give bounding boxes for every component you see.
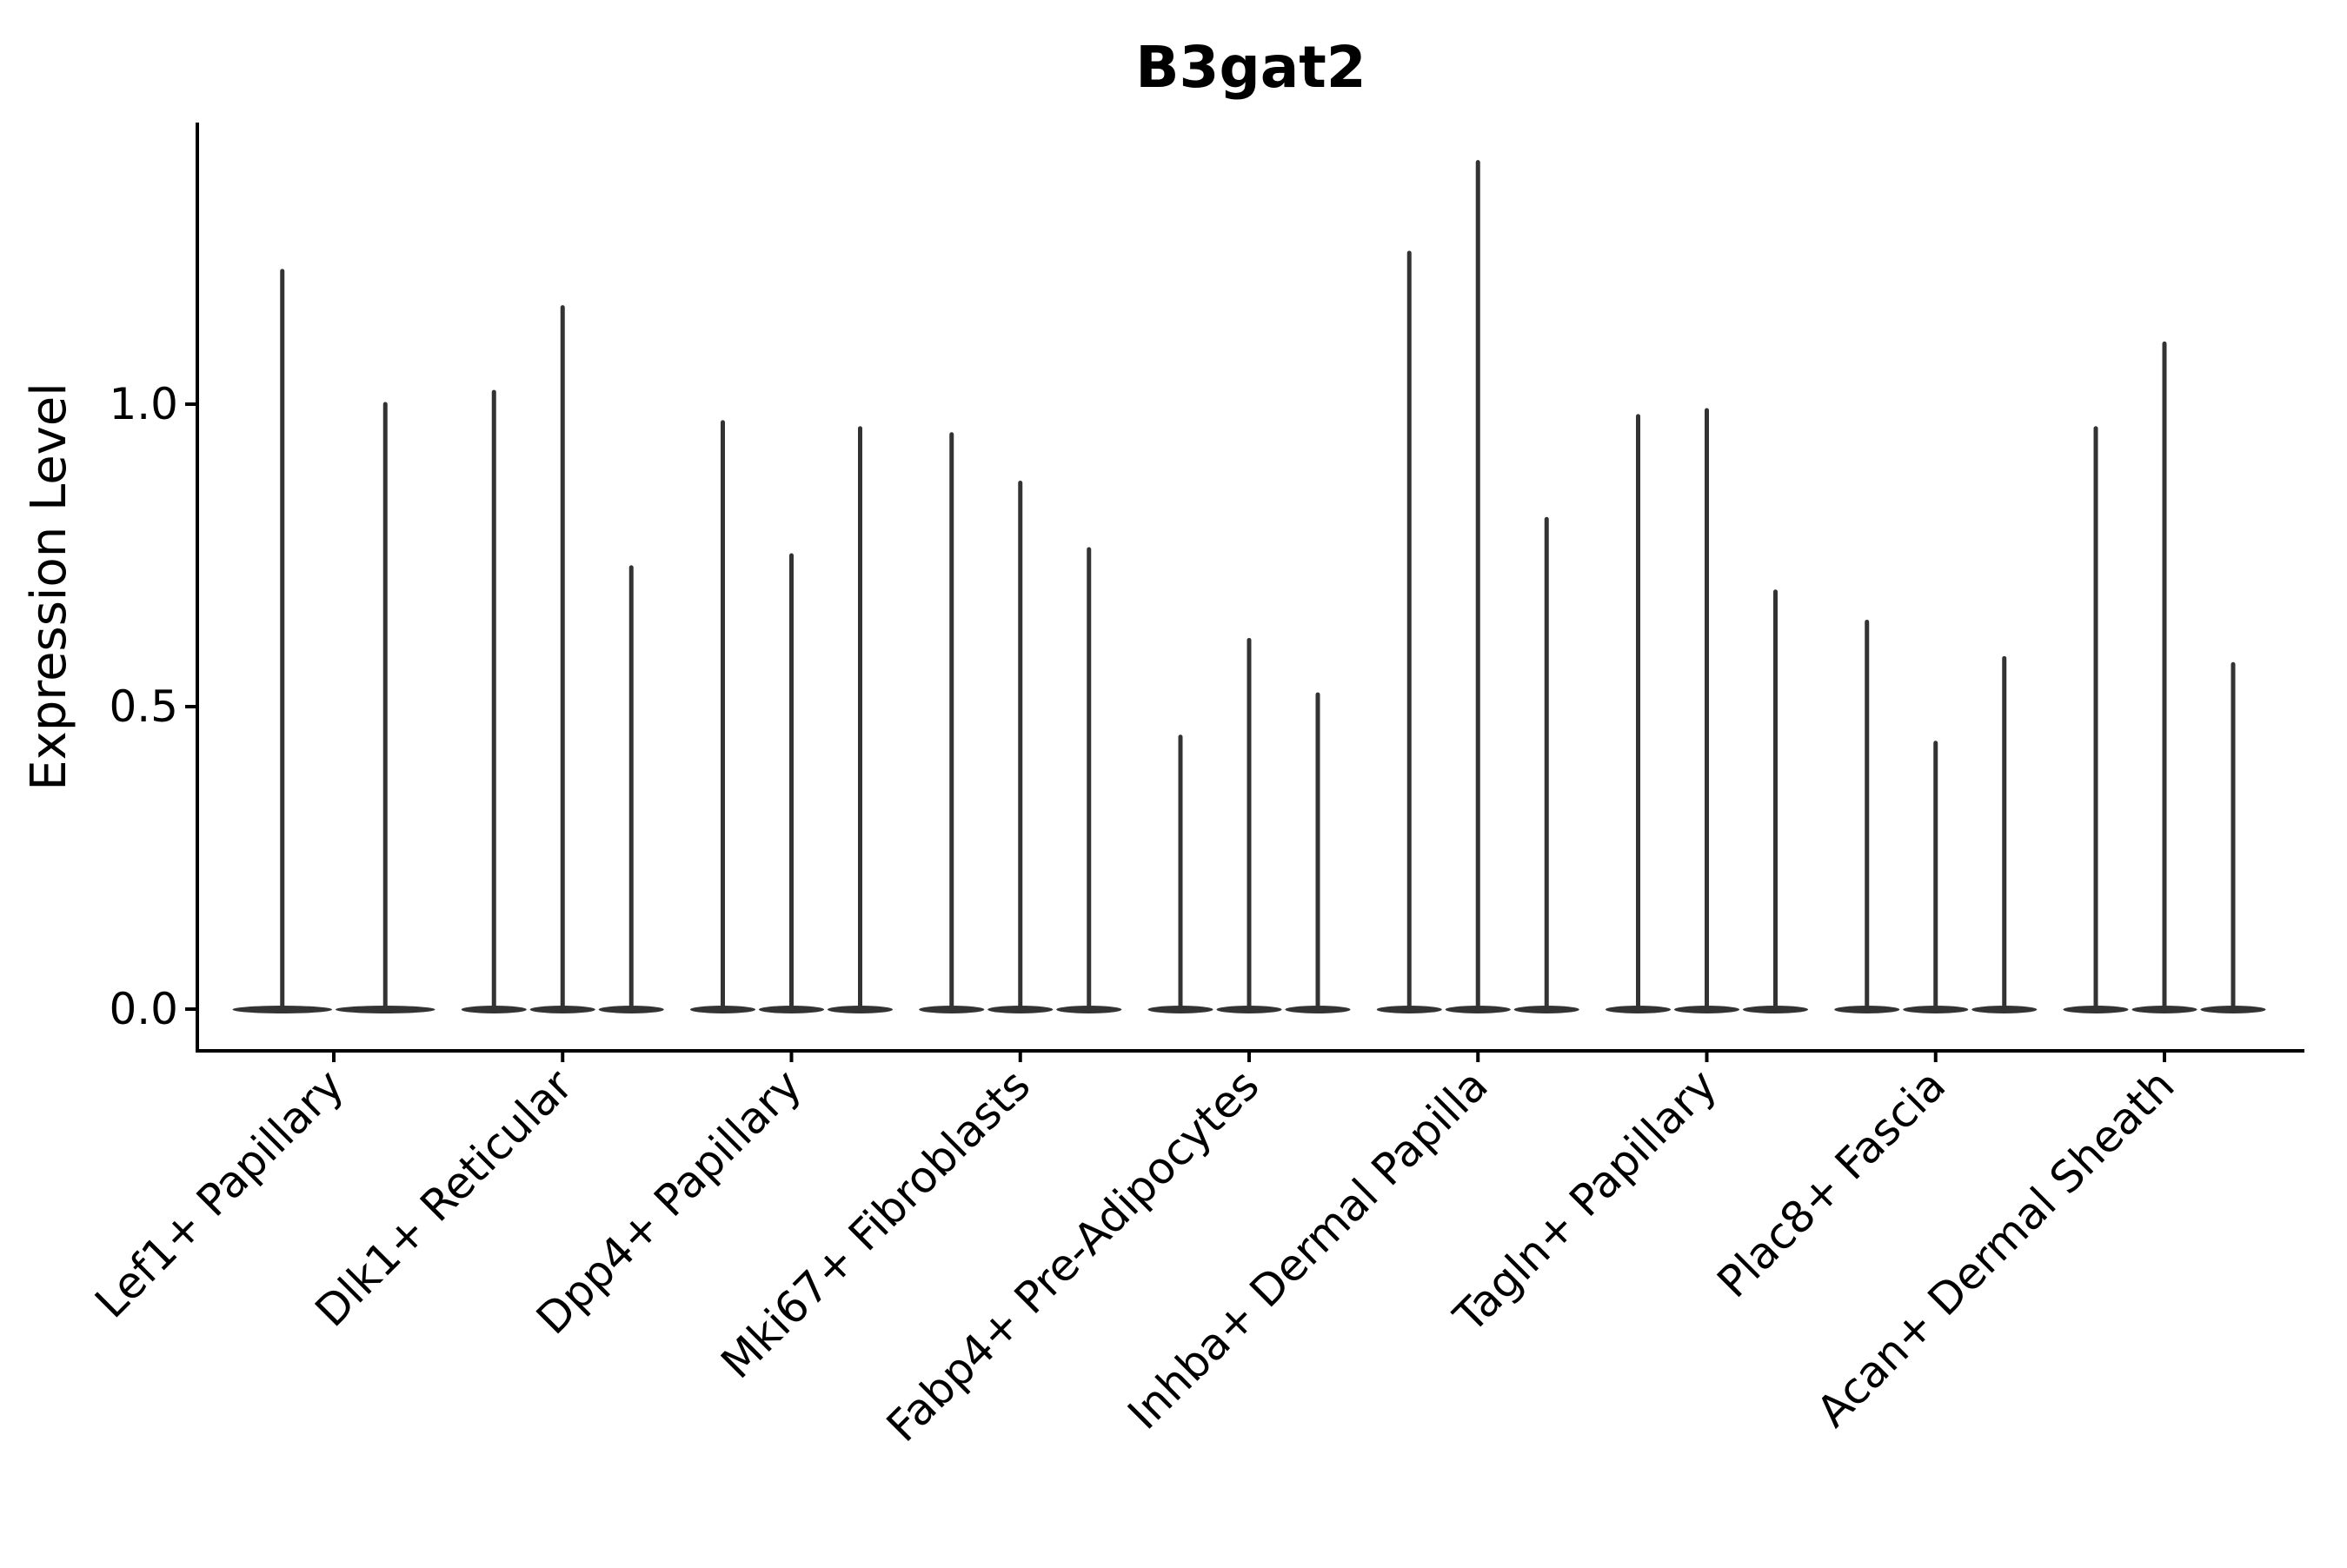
violin <box>1513 516 1579 1013</box>
violin <box>828 426 893 1013</box>
violin <box>232 269 332 1013</box>
violin <box>759 553 824 1013</box>
violin <box>461 389 527 1013</box>
violin <box>1445 160 1511 1013</box>
violin <box>690 420 755 1013</box>
y-axis-label: Expression Level <box>21 382 77 791</box>
violin <box>1376 250 1442 1013</box>
violin <box>529 305 595 1013</box>
violin <box>1903 741 1969 1013</box>
violin <box>1606 414 1671 1013</box>
violin <box>1216 637 1282 1013</box>
violin <box>336 402 435 1013</box>
y-tick-label: 0.5 <box>109 681 178 732</box>
chart-title: B3gat2 <box>1135 34 1366 101</box>
violin <box>1056 547 1122 1013</box>
x-tick-label: Lef1+ Papillary <box>85 1060 353 1327</box>
violin <box>598 565 664 1013</box>
violin <box>1674 408 1739 1013</box>
violin <box>1834 620 1900 1013</box>
violin <box>1971 655 2038 1013</box>
x-tick-label: Plac8+ Fascia <box>1708 1060 1956 1307</box>
violin <box>1285 692 1351 1013</box>
violin <box>2063 426 2129 1013</box>
violin <box>987 480 1054 1013</box>
violin <box>1147 734 1213 1013</box>
violin <box>1743 589 1808 1013</box>
y-tick-label: 0.0 <box>109 984 178 1034</box>
y-tick-label: 1.0 <box>109 379 178 429</box>
violin <box>2131 341 2197 1013</box>
violin <box>919 432 985 1013</box>
x-tick-label: Fabp4+ Pre-Adipocytes <box>877 1060 1269 1452</box>
violin <box>2200 661 2266 1013</box>
